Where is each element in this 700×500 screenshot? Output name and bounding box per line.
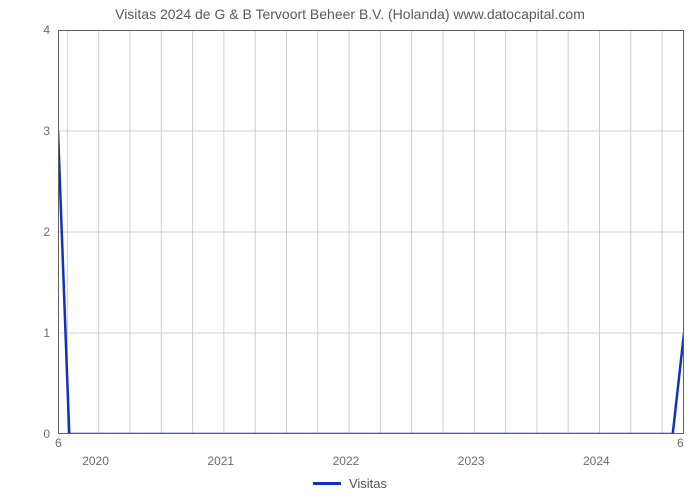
plot-area bbox=[58, 30, 684, 434]
legend-swatch bbox=[313, 482, 341, 485]
y-tick-label: 3 bbox=[20, 124, 50, 138]
x-tick-label: 2020 bbox=[82, 454, 109, 468]
legend-label: Visitas bbox=[349, 476, 387, 491]
y-tick-label: 0 bbox=[20, 427, 50, 441]
x-tick-label: 2024 bbox=[583, 454, 610, 468]
legend: Visitas bbox=[0, 476, 700, 491]
chart-title: Visitas 2024 de G & B Tervoort Beheer B.… bbox=[0, 6, 700, 22]
y-tick-label: 2 bbox=[20, 225, 50, 239]
x-tick-label: 2022 bbox=[333, 454, 360, 468]
x-tick-label: 2023 bbox=[458, 454, 485, 468]
y-tick-label: 1 bbox=[20, 326, 50, 340]
x-tail-label: 6 bbox=[55, 436, 62, 450]
y-tick-label: 4 bbox=[20, 23, 50, 37]
plot-svg bbox=[58, 30, 684, 434]
x-tail-label: 6 bbox=[677, 436, 684, 450]
chart-container: { "chart": { "type": "line", "title": "V… bbox=[0, 0, 700, 500]
x-tick-label: 2021 bbox=[207, 454, 234, 468]
x-axis-ticks: 2020 2021 2022 2023 2024 bbox=[0, 454, 700, 474]
